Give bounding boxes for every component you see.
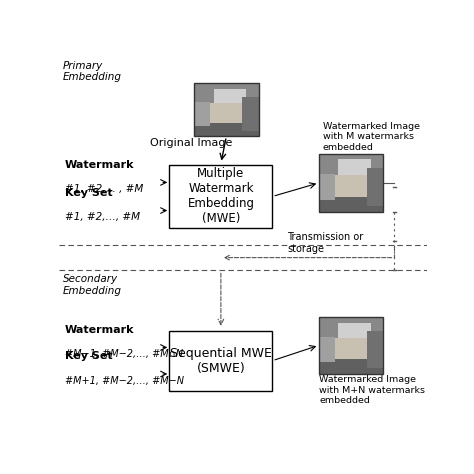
Bar — [194, 83, 258, 136]
Text: Watermark: Watermark — [65, 325, 134, 335]
Bar — [169, 331, 272, 391]
Bar — [319, 317, 383, 374]
Bar — [338, 323, 371, 342]
Bar — [319, 154, 383, 212]
Text: Key Set: Key Set — [65, 188, 112, 198]
Bar — [319, 174, 335, 201]
Text: Watermark: Watermark — [65, 160, 134, 170]
Text: Watermarked Image
with M watermarks
embedded: Watermarked Image with M watermarks embe… — [323, 122, 420, 152]
Text: #M−1, #M−2,…, #M∩N: #M−1, #M−2,…, #M∩N — [65, 349, 183, 359]
Text: #1, #2,…, #M: #1, #2,…, #M — [65, 212, 140, 222]
Bar — [367, 168, 383, 206]
Bar — [169, 164, 272, 228]
Bar — [194, 83, 258, 136]
Bar — [319, 359, 383, 374]
Text: Original Image: Original Image — [150, 138, 233, 148]
Text: Sequential MWE
(SMWE): Sequential MWE (SMWE) — [170, 346, 272, 375]
Bar — [319, 154, 383, 212]
Text: Primary
Embedding: Primary Embedding — [63, 61, 122, 82]
Bar — [329, 338, 367, 359]
Bar — [194, 83, 258, 104]
Bar — [213, 89, 246, 107]
Text: Secondary
Embedding: Secondary Embedding — [63, 274, 122, 296]
Bar — [243, 97, 258, 131]
Text: #1, #2,… , #M: #1, #2,… , #M — [65, 184, 143, 194]
Bar — [204, 103, 243, 123]
Bar — [319, 154, 383, 177]
Bar — [194, 123, 258, 136]
Text: Multiple
Watermark
Embedding
(MWE): Multiple Watermark Embedding (MWE) — [187, 167, 255, 226]
Bar — [319, 317, 383, 374]
Text: Transmission or
storage: Transmission or storage — [287, 232, 363, 254]
Text: Watermarked Image
with M+N watermarks
embedded: Watermarked Image with M+N watermarks em… — [319, 375, 425, 405]
Bar — [194, 102, 210, 126]
Bar — [338, 159, 371, 180]
Bar — [319, 337, 335, 362]
Bar — [319, 197, 383, 212]
Bar — [329, 175, 367, 197]
Text: Key Set: Key Set — [65, 351, 112, 361]
Text: #M+1, #M−2,…, #M−N: #M+1, #M−2,…, #M−N — [65, 376, 184, 386]
Bar — [319, 317, 383, 339]
Bar — [367, 331, 383, 368]
